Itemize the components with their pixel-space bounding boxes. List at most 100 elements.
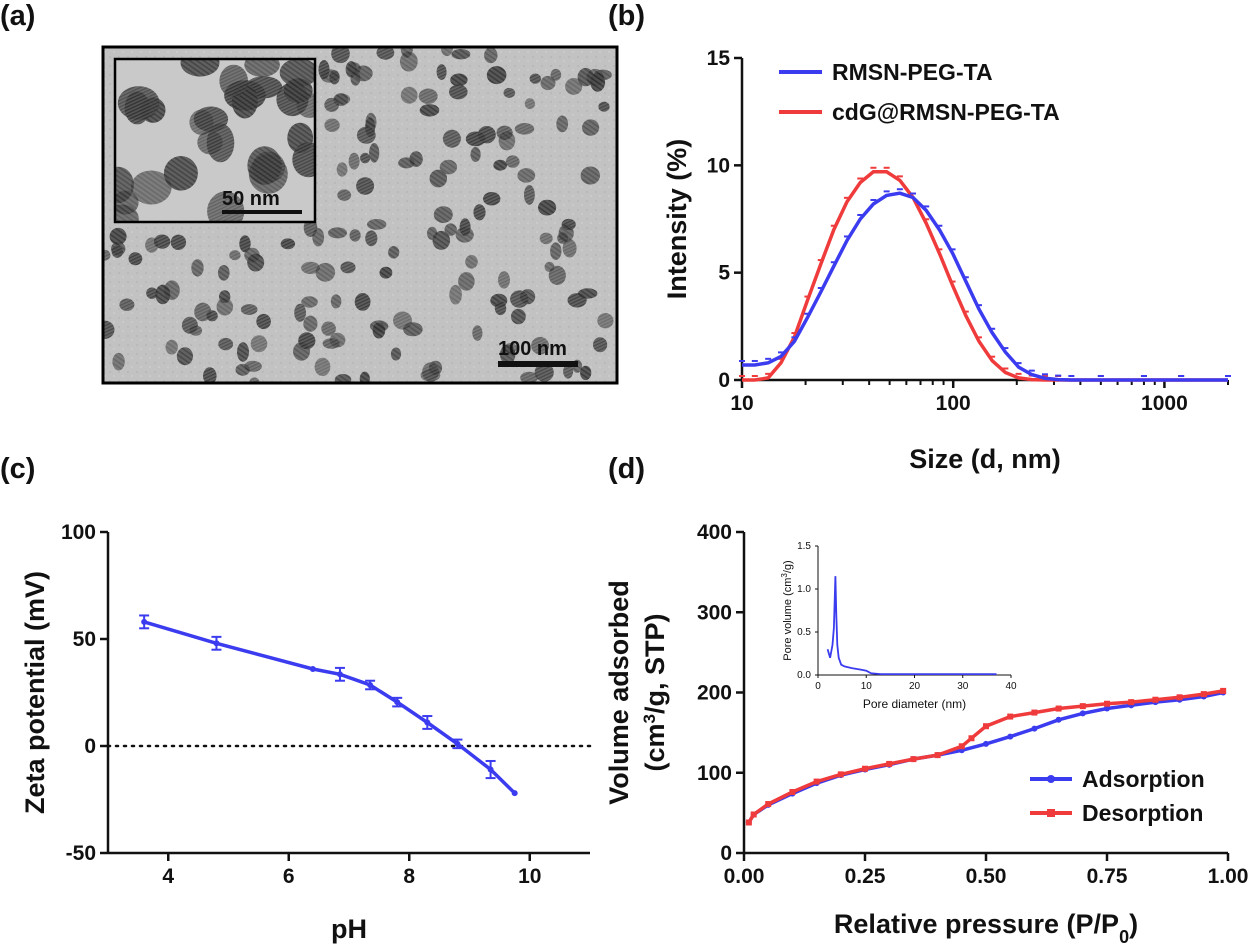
tem-inset-particle (279, 59, 315, 87)
tem-inset-particle (207, 191, 245, 222)
tem-particle (593, 337, 608, 353)
tem-particle (345, 61, 357, 78)
tem-particle (153, 234, 171, 249)
d-x-label-end: ) (1129, 909, 1138, 939)
panel-label-a: (a) (0, 0, 35, 32)
tem-particle (189, 325, 203, 336)
tem-particle (539, 232, 553, 245)
b-series-line (742, 170, 1228, 382)
tem-particle (128, 252, 143, 266)
tem-particle (563, 364, 574, 379)
tem-particle (517, 168, 536, 183)
c-axes: 4 6 8 10 -50 0 50 100 (61, 521, 592, 888)
tem-particle (419, 104, 440, 117)
tem-particle (330, 294, 342, 309)
tem-particle (203, 367, 217, 383)
tem-particle (400, 86, 418, 104)
tem-particle (294, 303, 306, 322)
tem-particle (473, 204, 486, 221)
tem-inset-particle (244, 59, 280, 77)
y-tick-label: 100 (697, 762, 732, 785)
b-legend-label: RMSN-PEG-TA (832, 59, 993, 85)
d-data-point (813, 778, 820, 785)
x-tick-label: 0.00 (724, 865, 765, 888)
b-series (739, 166, 1231, 382)
d-y-label-b: /g, STP) (640, 614, 670, 715)
tem-particle (582, 119, 600, 136)
tem-particle (146, 287, 158, 299)
tem-inset-particle (115, 204, 139, 222)
tem-particle (112, 352, 125, 371)
tem-particle (597, 313, 614, 329)
y-tick-label: 5 (718, 262, 730, 285)
x-tick-label: 8 (403, 865, 415, 888)
d-inset-y-axis-label: Pore volume (cm3/g) (780, 560, 795, 660)
tem-particle (451, 49, 471, 60)
tem-particle (331, 47, 350, 64)
d-data-point (1176, 694, 1183, 701)
c-data-point (213, 640, 220, 647)
y-tick-label: 10 (707, 154, 730, 177)
d-data-point (886, 760, 893, 767)
y-tick-label: 1.5 (797, 541, 811, 552)
tem-particle (550, 242, 562, 260)
y-tick-label: 50 (73, 628, 96, 651)
c-y-axis-label: Zeta potential (mV) (20, 571, 50, 814)
x-tick-label: 10 (861, 681, 873, 692)
y-tick-label: 400 (697, 521, 732, 544)
tem-particle (472, 325, 483, 341)
tem-particle (301, 261, 320, 274)
tem-particle (218, 337, 234, 351)
tem-particle (334, 374, 352, 383)
tem-particle (314, 357, 331, 377)
tem-particle (322, 338, 340, 349)
d-data-point (745, 819, 752, 826)
tem-particle (422, 362, 439, 382)
d-data-point (837, 771, 844, 778)
d-data-point (1007, 733, 1014, 740)
tem-particle (565, 78, 583, 95)
tem-particle (356, 177, 375, 195)
d-inset-series (826, 576, 997, 675)
tem-inset-particle (115, 166, 134, 204)
chart-b-size-distribution: 10 100 1000 0 5 10 15 Size (d, nm) Intensity (… (662, 47, 1231, 474)
tem-particle (578, 288, 598, 299)
tem-particle (354, 293, 371, 311)
tem-particle (376, 47, 395, 60)
tem-particle (349, 229, 361, 242)
tem-particle (155, 284, 171, 305)
tem-particle (444, 223, 457, 236)
d-data-point (1079, 703, 1086, 710)
tem-image-panel: 50 nm 100 nm (101, 45, 619, 385)
d-legend-label: Adsorption (1082, 766, 1205, 792)
tem-particle (590, 72, 606, 92)
tem-particle (477, 126, 496, 144)
tem-particle (550, 68, 562, 81)
d-data-point (789, 789, 796, 796)
tem-particle (348, 152, 360, 170)
tem-particle (340, 261, 356, 274)
d-data-point (765, 801, 772, 808)
y-tick-label: -50 (66, 842, 96, 865)
tem-particle (369, 143, 380, 163)
inset-scale-label: 50 nm (222, 188, 280, 210)
d-data-point (1079, 710, 1086, 717)
x-tick-label: 20 (909, 681, 921, 692)
d-inset-line (826, 576, 997, 675)
tem-particle (367, 219, 387, 230)
y-tick-label: 0 (718, 369, 730, 392)
tem-particle (337, 189, 352, 201)
x-tick-label: 40 (1005, 681, 1017, 692)
tem-particle (449, 284, 462, 305)
tem-particle (432, 230, 451, 250)
x-tick-label: 0.25 (845, 865, 886, 888)
c-data-point (141, 618, 148, 625)
tem-particle (390, 347, 402, 361)
tem-particle (393, 311, 412, 330)
tem-particle (170, 234, 187, 250)
tem-particle (176, 347, 193, 366)
d-data-point (750, 811, 757, 818)
d-y-label-sup: 3 (640, 714, 659, 723)
y-tick-label: 300 (697, 601, 732, 624)
